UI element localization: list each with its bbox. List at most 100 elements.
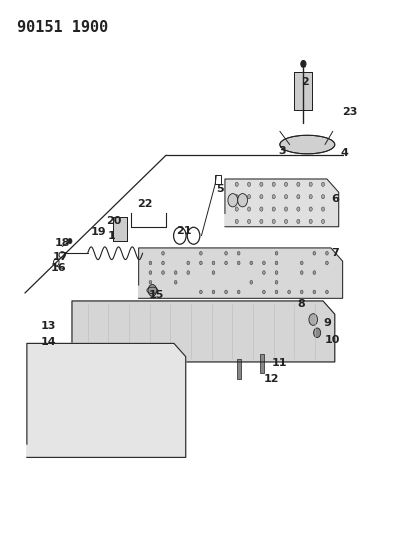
Ellipse shape [272, 207, 275, 211]
Ellipse shape [313, 271, 316, 274]
Ellipse shape [309, 182, 312, 187]
Ellipse shape [174, 271, 177, 274]
Ellipse shape [260, 195, 263, 199]
Text: 3: 3 [278, 146, 286, 156]
Ellipse shape [275, 261, 278, 265]
Ellipse shape [162, 271, 164, 274]
Bar [293, 72, 312, 110]
Text: 8: 8 [297, 298, 305, 309]
Ellipse shape [37, 431, 44, 441]
Ellipse shape [297, 207, 300, 211]
Ellipse shape [260, 219, 263, 223]
Text: 20: 20 [107, 216, 122, 227]
Text: 19: 19 [91, 227, 106, 237]
Ellipse shape [212, 290, 215, 294]
Bar [113, 217, 127, 241]
Text: 2: 2 [301, 77, 309, 87]
Ellipse shape [325, 261, 328, 265]
Ellipse shape [248, 195, 250, 199]
Polygon shape [225, 179, 339, 227]
Ellipse shape [134, 405, 141, 415]
Text: 1: 1 [107, 231, 115, 241]
Ellipse shape [228, 193, 238, 207]
Ellipse shape [238, 193, 248, 207]
Bar [113, 217, 127, 241]
Text: 11: 11 [272, 358, 288, 368]
Ellipse shape [284, 219, 288, 223]
Ellipse shape [199, 290, 202, 294]
Ellipse shape [225, 290, 228, 294]
Ellipse shape [162, 261, 164, 265]
Ellipse shape [167, 431, 173, 441]
Ellipse shape [134, 352, 141, 361]
Text: 17: 17 [53, 253, 68, 262]
Ellipse shape [272, 195, 275, 199]
Ellipse shape [322, 182, 325, 187]
Ellipse shape [162, 252, 164, 255]
Ellipse shape [263, 271, 265, 274]
Ellipse shape [167, 378, 173, 388]
Text: 10: 10 [325, 335, 340, 345]
Ellipse shape [237, 261, 240, 265]
Ellipse shape [309, 195, 312, 199]
Ellipse shape [235, 195, 238, 199]
Ellipse shape [314, 328, 321, 337]
Ellipse shape [149, 280, 152, 284]
Text: 23: 23 [342, 107, 357, 117]
Text: 15: 15 [149, 289, 164, 300]
Ellipse shape [199, 252, 202, 255]
Ellipse shape [37, 405, 44, 415]
Ellipse shape [225, 261, 228, 265]
Polygon shape [72, 301, 335, 362]
Ellipse shape [309, 207, 312, 211]
Ellipse shape [235, 219, 238, 223]
Ellipse shape [275, 271, 278, 274]
Ellipse shape [70, 378, 77, 388]
Ellipse shape [237, 252, 240, 255]
Ellipse shape [322, 207, 325, 211]
Ellipse shape [284, 207, 288, 211]
Ellipse shape [260, 207, 263, 211]
Ellipse shape [297, 182, 300, 187]
Ellipse shape [235, 182, 238, 187]
Ellipse shape [297, 195, 300, 199]
Text: 4: 4 [340, 148, 348, 158]
Ellipse shape [284, 182, 288, 187]
Ellipse shape [134, 378, 141, 388]
Ellipse shape [102, 352, 109, 361]
Text: 14: 14 [41, 337, 56, 347]
Ellipse shape [284, 195, 288, 199]
Ellipse shape [322, 219, 325, 223]
Ellipse shape [325, 252, 328, 255]
Ellipse shape [237, 290, 240, 294]
Ellipse shape [313, 290, 316, 294]
Ellipse shape [301, 61, 306, 67]
Ellipse shape [263, 290, 265, 294]
Ellipse shape [272, 219, 275, 223]
Ellipse shape [212, 271, 215, 274]
Ellipse shape [174, 280, 177, 284]
Ellipse shape [275, 290, 278, 294]
Ellipse shape [187, 261, 190, 265]
Ellipse shape [250, 261, 253, 265]
Ellipse shape [37, 378, 44, 388]
Ellipse shape [37, 352, 44, 361]
Ellipse shape [102, 378, 109, 388]
Text: 90151 1900: 90151 1900 [17, 20, 108, 35]
Ellipse shape [325, 290, 328, 294]
Text: 16: 16 [51, 263, 66, 272]
Ellipse shape [102, 431, 109, 441]
Ellipse shape [309, 314, 318, 325]
Ellipse shape [248, 207, 250, 211]
Ellipse shape [322, 195, 325, 199]
Ellipse shape [37, 431, 48, 446]
Text: 21: 21 [176, 226, 192, 236]
Ellipse shape [272, 182, 275, 187]
Ellipse shape [70, 431, 77, 441]
Ellipse shape [134, 431, 141, 441]
Text: 7: 7 [331, 248, 339, 259]
Ellipse shape [70, 352, 77, 361]
Ellipse shape [300, 261, 303, 265]
Ellipse shape [199, 261, 202, 265]
Ellipse shape [300, 290, 303, 294]
